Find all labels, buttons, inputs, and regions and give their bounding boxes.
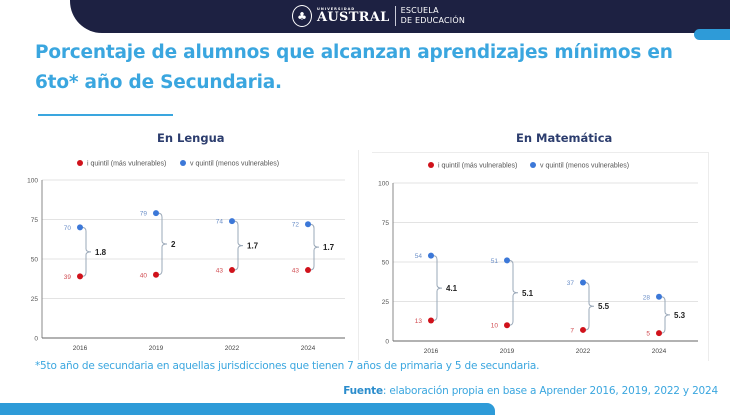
gap-annotation: 2 [171, 240, 176, 249]
gap-brace [157, 212, 168, 276]
university-logo: ♣ UNIVERSIDAD AUSTRAL ESCUELA DE EDUCACI… [292, 3, 465, 29]
chart-title-matematica: En Matemática [516, 131, 613, 145]
x-tick-label: 2022 [576, 348, 591, 355]
data-label: 79 [140, 211, 148, 218]
x-tick-label: 2024 [301, 345, 316, 352]
gap-brace [584, 282, 595, 331]
gap-annotation: 1.8 [95, 248, 107, 257]
data-point-i-quintil [229, 267, 235, 274]
data-label: 74 [216, 219, 224, 226]
page-title: Porcentaje de alumnos que alcanzan apren… [35, 42, 673, 93]
data-point-i-quintil [77, 273, 83, 280]
chart-matematica: i quintil (más vulnerables) v quintil (me… [378, 162, 698, 355]
footnote: *5to año de secundaria en aquellas juris… [35, 360, 540, 372]
y-tick-label: 25 [382, 299, 390, 306]
chart-lengua: i quintil (más vulnerables) v quintil (me… [27, 160, 345, 352]
data-label: 13 [415, 318, 423, 325]
gap-brace [81, 226, 92, 277]
gap-brace [309, 223, 320, 271]
data-point-v-quintil [229, 218, 235, 225]
school-name: ESCUELA DE EDUCACIÓN [401, 6, 465, 26]
data-label: 39 [64, 274, 72, 281]
y-tick-label: 50 [31, 257, 39, 264]
source-text: : elaboración propia en base a Aprender … [382, 385, 718, 397]
y-tick-label: 75 [31, 217, 39, 224]
data-point-v-quintil [580, 279, 586, 286]
y-tick-label: 0 [385, 339, 389, 346]
x-tick-label: 2016 [73, 345, 88, 352]
school-name-line2: DE EDUCACIÓN [400, 16, 465, 25]
legend-marker-0 [428, 162, 434, 168]
data-label: 37 [567, 280, 575, 287]
gap-annotation: 5.5 [598, 302, 610, 311]
gap-annotation: 5.1 [522, 289, 534, 298]
data-point-i-quintil [580, 326, 586, 333]
data-point-v-quintil [504, 257, 510, 264]
data-label: 7 [570, 327, 574, 334]
chart-card-matematica [372, 152, 709, 361]
x-tick-label: 2022 [225, 345, 240, 352]
gap-annotation: 4.1 [446, 284, 458, 293]
gap-annotation: 1.7 [323, 243, 335, 252]
x-tick-label: 2016 [424, 348, 439, 355]
chart-title-lengua: En Lengua [157, 131, 225, 145]
data-point-v-quintil [77, 224, 83, 231]
y-tick-label: 0 [34, 336, 38, 343]
data-point-i-quintil [153, 271, 159, 278]
gap-brace [432, 255, 443, 321]
legend-label-1: v quintil (menos vulnerables) [540, 163, 629, 170]
x-tick-label: 2024 [652, 348, 667, 355]
university-wordmark: UNIVERSIDAD AUSTRAL [317, 6, 390, 26]
y-tick-label: 75 [382, 220, 390, 227]
y-tick-label: 50 [382, 260, 390, 267]
footer-bar [0, 403, 495, 415]
gap-annotation: 5.3 [674, 311, 686, 320]
source-note: Fuente: elaboración propia en base a Apr… [343, 385, 718, 397]
gap-annotation: 1.7 [247, 242, 259, 251]
data-label: 70 [64, 225, 72, 232]
data-label: 54 [415, 253, 423, 260]
legend-label-1: v quintil (menos vulnerables) [190, 161, 279, 168]
data-point-i-quintil [428, 317, 434, 324]
source-label: Fuente [343, 385, 383, 397]
data-point-v-quintil [305, 221, 311, 228]
university-name: AUSTRAL [317, 10, 390, 26]
legend-marker-1 [180, 160, 186, 166]
data-label: 43 [292, 268, 300, 275]
legend-label-0: i quintil (más vulnerables) [87, 161, 166, 168]
header-banner [70, 0, 730, 33]
data-point-v-quintil [656, 293, 662, 300]
title-underline [38, 114, 173, 116]
legend-marker-1 [530, 162, 536, 168]
data-label: 5 [646, 331, 650, 338]
data-label: 28 [643, 294, 651, 301]
x-tick-label: 2019 [149, 345, 164, 352]
school-name-line1: ESCUELA [400, 6, 439, 15]
university-small-label: UNIVERSIDAD [317, 6, 356, 11]
data-label: 43 [216, 268, 224, 275]
data-point-v-quintil [428, 252, 434, 259]
data-label: 51 [491, 258, 499, 265]
decorative-pill [694, 29, 730, 40]
y-tick-label: 100 [378, 181, 389, 188]
data-point-i-quintil [656, 330, 662, 337]
legend-marker-0 [77, 160, 83, 166]
data-label: 10 [491, 323, 499, 330]
data-label: 40 [140, 272, 148, 279]
y-tick-label: 100 [27, 178, 38, 185]
x-tick-label: 2019 [500, 348, 515, 355]
logo-divider [394, 6, 396, 26]
gap-brace [508, 259, 519, 326]
legend-label-0: i quintil (más vulnerables) [438, 163, 517, 170]
data-label: 72 [292, 222, 300, 229]
gap-brace [660, 296, 671, 334]
gap-brace [233, 220, 244, 271]
data-point-i-quintil [305, 267, 311, 274]
chart-card-lengua [20, 150, 359, 360]
data-point-v-quintil [153, 210, 159, 217]
tree-emblem-icon: ♣ [292, 5, 312, 27]
data-point-i-quintil [504, 322, 510, 329]
y-tick-label: 25 [31, 296, 39, 303]
